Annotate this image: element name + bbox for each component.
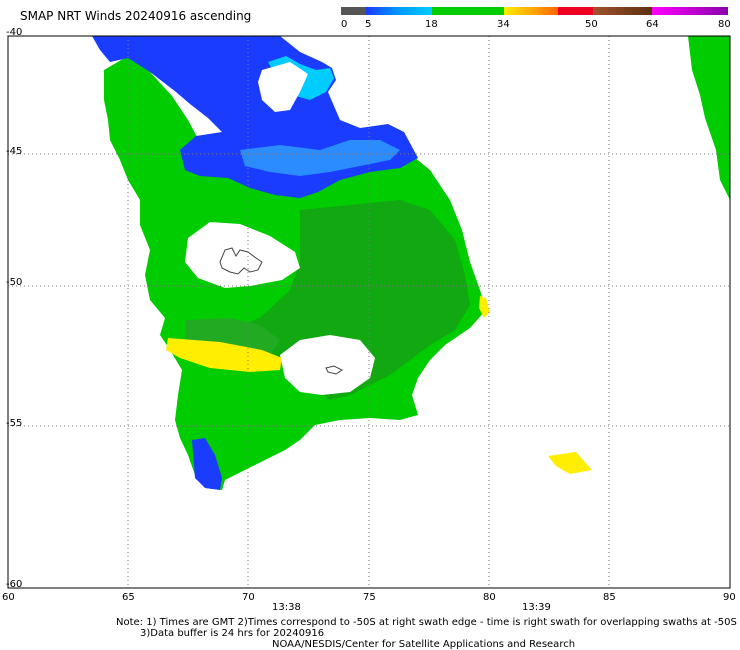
wind-field (92, 36, 730, 490)
footer-credit: NOAA/NESDIS/Center for Satellite Applica… (272, 639, 576, 650)
map-title: SMAP NRT Winds 20240916 ascending (20, 9, 252, 23)
data-gap-heard (280, 335, 375, 395)
lon-label-60: 60 (2, 592, 15, 603)
lon-label-85: 85 (603, 592, 616, 603)
legend-label-34: 34 (497, 19, 510, 30)
lat-label--40: -40 (6, 27, 23, 38)
legend-swatch-64 (652, 7, 728, 15)
legend-label-18: 18 (425, 19, 438, 30)
kerguelen-island-outline (219, 247, 263, 275)
wind-map (7, 7, 731, 589)
lon-label-75: 75 (363, 592, 376, 603)
lat-label--45: -45 (6, 146, 23, 157)
wind-speed-legend (341, 7, 728, 15)
legend-swatch-42 (558, 7, 593, 15)
legend-swatch-34 (504, 7, 558, 15)
legend-label-50: 50 (585, 19, 598, 30)
lon-label-70: 70 (242, 592, 255, 603)
legend-label-5: 5 (365, 19, 372, 30)
heard-island-outline (325, 365, 343, 375)
lat-label--55: -55 (6, 418, 23, 429)
data-gap-kerguelen (185, 222, 300, 288)
lon-label-90: 90 (723, 592, 736, 603)
footer-note-line1: Note: 1) Times are GMT 2)Times correspon… (116, 617, 737, 628)
swath-time-2: 13:39 (522, 602, 551, 613)
lon-label-80: 80 (483, 592, 496, 603)
legend-label-64: 64 (646, 19, 659, 30)
legend-label-0: 0 (341, 19, 348, 30)
data-gap-north (258, 62, 308, 112)
graticule (8, 36, 730, 588)
legend-swatch-0 (341, 7, 366, 15)
wind-region-yellow-west (166, 338, 282, 372)
lon-label-65: 65 (122, 592, 135, 603)
wind-region-green-east (688, 36, 730, 200)
lat-label--50: -50 (6, 277, 23, 288)
map-frame-border (7, 35, 731, 589)
wind-region-lightblue (240, 140, 400, 176)
legend-swatch-18 (432, 7, 504, 15)
legend-swatch-50 (593, 7, 652, 15)
wind-region-yellow-south (548, 452, 592, 474)
legend-label-80: 80 (718, 19, 731, 30)
wind-region-blue-sw (192, 438, 222, 490)
swath-time-1: 13:38 (272, 602, 301, 613)
footer-note-line2: 3)Data buffer is 24 hrs for 20240916 (140, 628, 325, 639)
legend-swatch-5 (366, 7, 432, 15)
lat-label--60: -60 (6, 579, 23, 590)
wind-region-yellow-east (479, 296, 490, 318)
